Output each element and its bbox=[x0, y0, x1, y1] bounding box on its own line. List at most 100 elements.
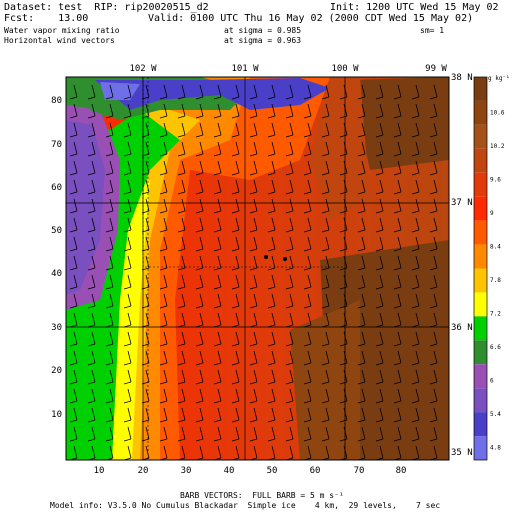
wind-barb bbox=[375, 293, 384, 309]
wind-barb bbox=[339, 160, 348, 176]
wind-barb bbox=[357, 103, 366, 119]
wind-barb bbox=[339, 84, 348, 100]
valid-label: Valid: 0100 UTC Thu 16 May 02 (2000 CDT … bbox=[148, 13, 474, 24]
colorbar-swatch bbox=[474, 148, 487, 173]
wind-barb bbox=[267, 103, 276, 119]
wind-barb bbox=[231, 160, 240, 176]
wind-barb bbox=[69, 388, 78, 404]
wind-barb bbox=[429, 255, 438, 271]
wind-barb bbox=[123, 350, 132, 366]
wind-barb bbox=[267, 255, 276, 271]
wind-barb bbox=[123, 160, 132, 176]
wind-barb bbox=[411, 160, 420, 176]
wind-barb bbox=[393, 84, 402, 100]
wind-barb bbox=[393, 331, 402, 347]
wind-barb bbox=[267, 236, 276, 252]
wind-barb bbox=[231, 369, 240, 385]
wind-barb bbox=[285, 426, 294, 442]
map-grid bbox=[65, 76, 450, 461]
wind-barb bbox=[267, 331, 276, 347]
north-brown bbox=[350, 77, 449, 170]
colorbar-swatch bbox=[474, 340, 487, 365]
wind-barb bbox=[87, 369, 96, 385]
wind-barb bbox=[177, 141, 186, 157]
wind-barb bbox=[429, 198, 438, 214]
wind-barb bbox=[285, 122, 294, 138]
wind-barb bbox=[285, 407, 294, 423]
wind-barb bbox=[267, 84, 276, 100]
wind-barb bbox=[267, 293, 276, 309]
wind-barb bbox=[87, 255, 96, 271]
wind-barb bbox=[177, 217, 186, 233]
wind-barb bbox=[411, 426, 420, 442]
wind-barb bbox=[213, 274, 222, 290]
wind-barb bbox=[123, 122, 132, 138]
wind-barb bbox=[411, 179, 420, 195]
north-blue bbox=[95, 78, 330, 110]
wind-barb bbox=[303, 103, 312, 119]
wind-barb bbox=[321, 293, 330, 309]
wind-barb bbox=[87, 84, 96, 100]
wind-barb bbox=[195, 388, 204, 404]
wind-barb bbox=[267, 122, 276, 138]
wind-barb bbox=[195, 426, 204, 442]
wind-barb bbox=[339, 198, 348, 214]
wind-barb bbox=[339, 255, 348, 271]
wind-barb bbox=[429, 141, 438, 157]
colorbar-units: g kg⁻¹ bbox=[488, 75, 510, 82]
wind-barb bbox=[231, 84, 240, 100]
colorbar-swatch bbox=[474, 412, 487, 437]
wind-barb bbox=[303, 388, 312, 404]
wind-barb bbox=[105, 84, 114, 100]
wind-barb bbox=[321, 255, 330, 271]
wind-barb bbox=[393, 179, 402, 195]
wind-barb bbox=[303, 255, 312, 271]
wind-barb bbox=[105, 426, 114, 442]
wind-barb bbox=[429, 103, 438, 119]
wind-barb bbox=[105, 141, 114, 157]
wind-barb bbox=[87, 160, 96, 176]
wind-barb bbox=[159, 350, 168, 366]
wind-barb bbox=[159, 426, 168, 442]
wind-barb bbox=[411, 293, 420, 309]
wind-barb bbox=[285, 293, 294, 309]
wind-barb bbox=[195, 198, 204, 214]
wind-barb bbox=[123, 217, 132, 233]
wind-barb bbox=[69, 236, 78, 252]
lat-label: 36 N bbox=[451, 323, 473, 333]
wind-barb bbox=[231, 293, 240, 309]
wind-barb bbox=[357, 407, 366, 423]
wind-barb bbox=[159, 255, 168, 271]
wind-barb bbox=[195, 141, 204, 157]
wind-barb bbox=[249, 350, 258, 366]
wind-barb bbox=[375, 369, 384, 385]
wind-barb bbox=[213, 141, 222, 157]
wind-barb bbox=[321, 122, 330, 138]
wind-barb bbox=[123, 388, 132, 404]
wind-barb bbox=[339, 388, 348, 404]
wind-barb bbox=[159, 274, 168, 290]
wind-barb bbox=[195, 122, 204, 138]
wind-barb bbox=[105, 369, 114, 385]
lon-label: 102 W bbox=[129, 64, 157, 74]
colorbar-level: 6.6 bbox=[490, 344, 501, 351]
wind-barb bbox=[411, 407, 420, 423]
wind-barb bbox=[87, 426, 96, 442]
wind-barb bbox=[177, 388, 186, 404]
wind-barb bbox=[87, 217, 96, 233]
wind-barb bbox=[87, 236, 96, 252]
y-tick-label: 30 bbox=[51, 323, 62, 333]
wind-barb bbox=[123, 293, 132, 309]
wind-barb bbox=[429, 388, 438, 404]
wind-barb bbox=[357, 84, 366, 100]
wind-barb bbox=[303, 179, 312, 195]
wind-barb bbox=[321, 84, 330, 100]
wind-barb bbox=[105, 179, 114, 195]
wind-barb bbox=[267, 388, 276, 404]
wind-barb bbox=[231, 331, 240, 347]
wind-barb bbox=[213, 198, 222, 214]
wind-barb bbox=[159, 179, 168, 195]
wind-barb bbox=[357, 350, 366, 366]
colorbar-swatch bbox=[474, 172, 487, 197]
